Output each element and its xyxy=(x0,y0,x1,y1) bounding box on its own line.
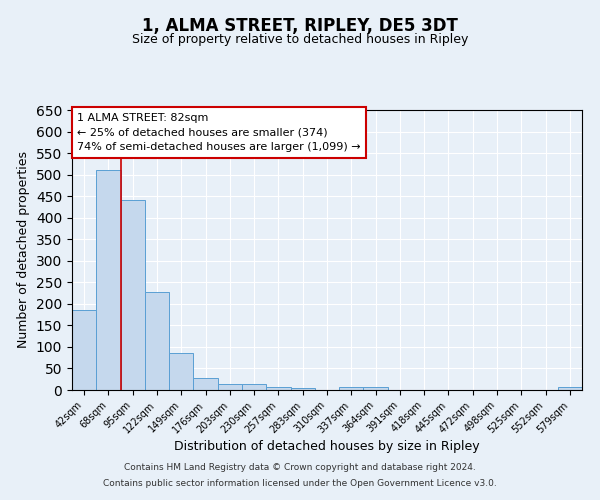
Bar xyxy=(558,387,582,390)
Bar xyxy=(364,387,388,390)
Text: Contains public sector information licensed under the Open Government Licence v3: Contains public sector information licen… xyxy=(103,478,497,488)
Text: Contains HM Land Registry data © Crown copyright and database right 2024.: Contains HM Land Registry data © Crown c… xyxy=(124,464,476,472)
Bar xyxy=(72,310,96,390)
Bar xyxy=(266,386,290,390)
Y-axis label: Number of detached properties: Number of detached properties xyxy=(17,152,31,348)
Bar xyxy=(96,170,121,390)
Bar xyxy=(193,378,218,390)
Text: 1 ALMA STREET: 82sqm
← 25% of detached houses are smaller (374)
74% of semi-deta: 1 ALMA STREET: 82sqm ← 25% of detached h… xyxy=(77,113,361,152)
Text: 1, ALMA STREET, RIPLEY, DE5 3DT: 1, ALMA STREET, RIPLEY, DE5 3DT xyxy=(142,18,458,36)
X-axis label: Distribution of detached houses by size in Ripley: Distribution of detached houses by size … xyxy=(174,440,480,454)
Bar xyxy=(290,388,315,390)
Bar xyxy=(169,354,193,390)
Bar xyxy=(242,384,266,390)
Bar xyxy=(339,387,364,390)
Bar xyxy=(121,200,145,390)
Bar xyxy=(218,384,242,390)
Bar xyxy=(145,292,169,390)
Text: Size of property relative to detached houses in Ripley: Size of property relative to detached ho… xyxy=(132,32,468,46)
